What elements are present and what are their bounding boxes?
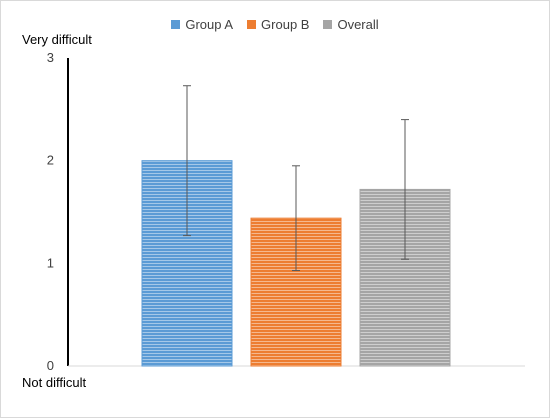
legend-item-overall: Overall <box>323 17 379 32</box>
y-tick-label-2: 2 <box>47 153 54 168</box>
legend-swatch-overall <box>323 20 333 29</box>
legend-label-group-b: Group B <box>261 17 310 32</box>
legend-item-group-a: Group A <box>171 17 233 32</box>
legend-item-group-b: Group B <box>247 17 309 32</box>
y-tick-label-3: 3 <box>47 50 54 65</box>
legend-label-group-a: Group A <box>185 17 234 32</box>
y-tick-label-0: 0 <box>47 358 54 373</box>
legend: Group A Group B Overall <box>0 17 550 32</box>
y-top-annotation: Very difficult <box>22 32 92 47</box>
legend-label-overall: Overall <box>337 17 379 32</box>
legend-swatch-group-b <box>247 20 257 29</box>
legend-swatch-group-a <box>171 20 181 29</box>
y-tick-label-1: 1 <box>47 255 54 270</box>
y-bottom-annotation: Not difficult <box>22 375 87 390</box>
